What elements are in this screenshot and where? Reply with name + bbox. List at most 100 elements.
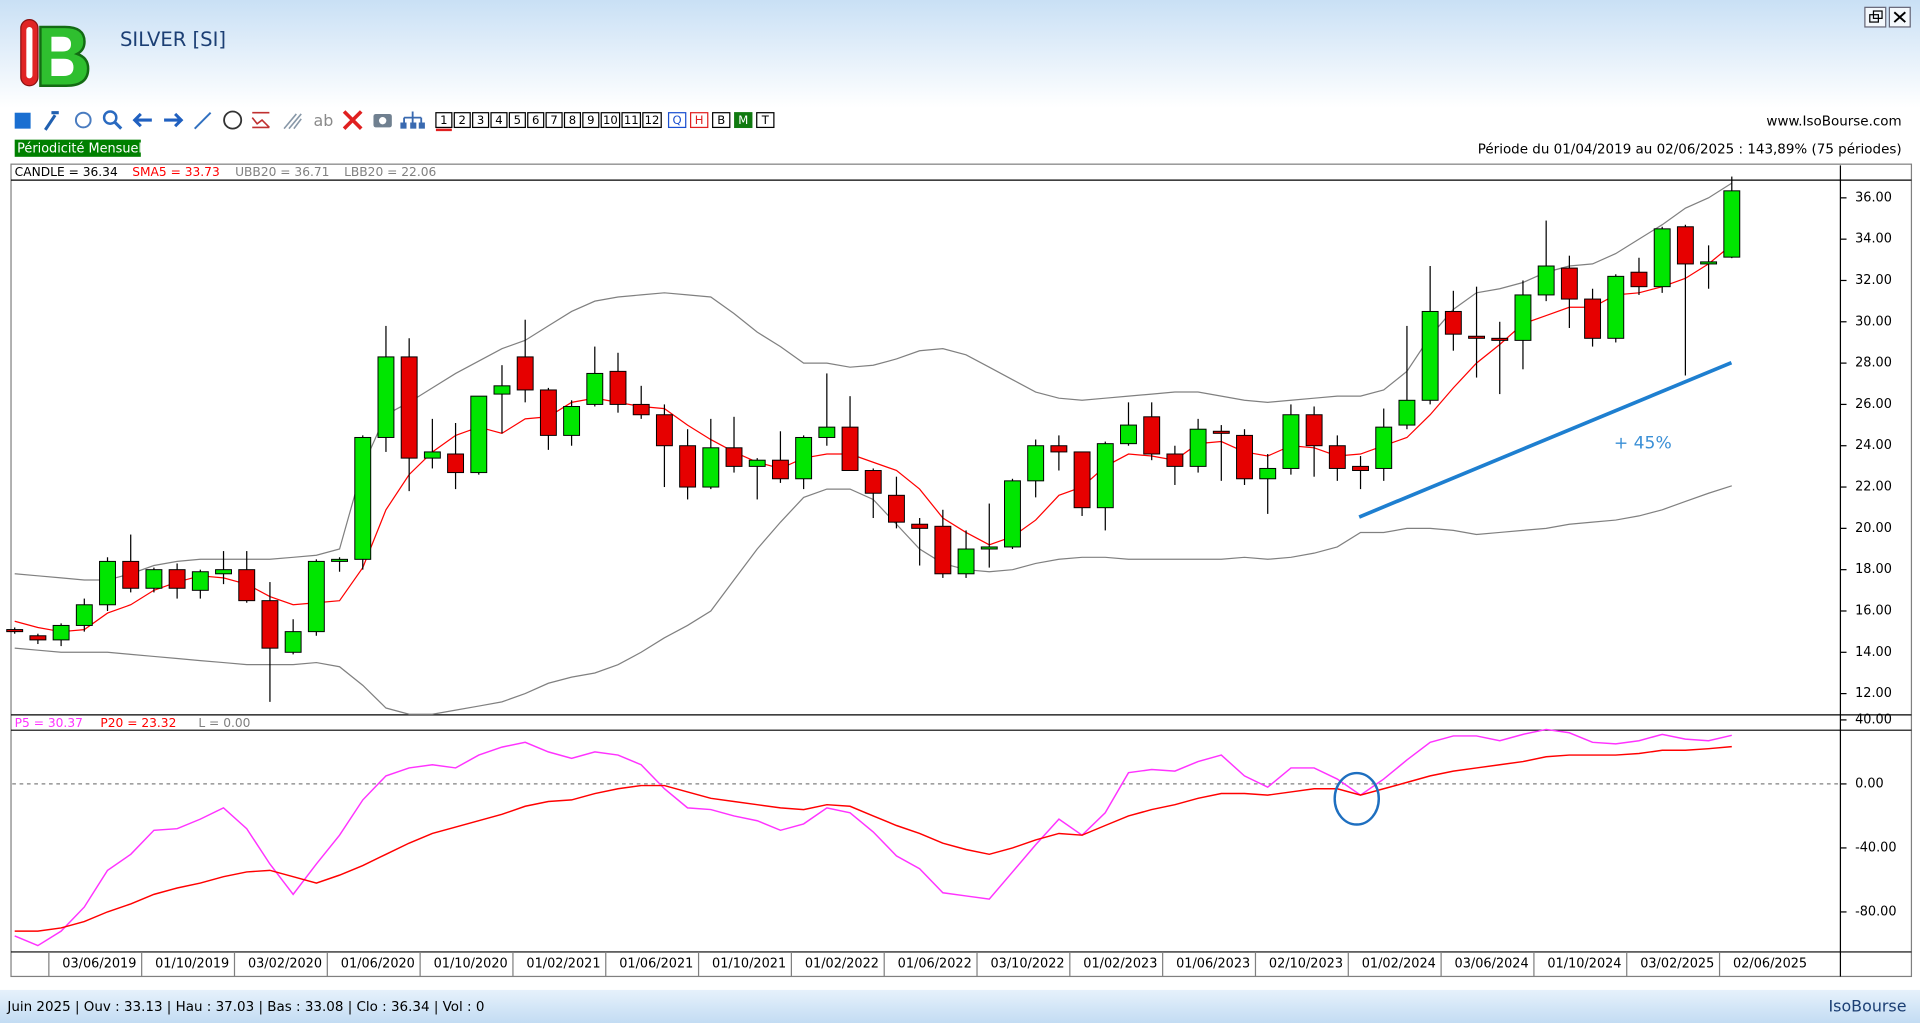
x-tick-label: 03/02/2020 (248, 957, 322, 972)
period-button[interactable] (508, 112, 526, 129)
period-button[interactable] (472, 112, 490, 129)
timeframe-button[interactable] (690, 112, 709, 129)
period-button[interactable] (527, 112, 545, 129)
tool-line[interactable] (194, 112, 212, 130)
tool-crosshair[interactable] (74, 111, 92, 129)
logo-i-inner (26, 26, 33, 79)
period-button[interactable] (621, 112, 642, 129)
tool-back[interactable] (132, 112, 152, 128)
candle-body (1607, 275, 1625, 339)
legend-entry: L = 0.00 (198, 716, 250, 730)
tool-zoom[interactable] (102, 110, 118, 125)
candle-body (725, 447, 743, 467)
period-button[interactable] (490, 112, 508, 129)
tool-fibonacci[interactable] (251, 111, 270, 129)
y-tick-label: 22.00 (1855, 480, 1892, 495)
candle-body (609, 370, 627, 405)
candle-body (1491, 337, 1509, 341)
period-button[interactable] (435, 112, 453, 129)
legend-entry: UBB20 = 36.71 (235, 165, 329, 179)
candle-body (423, 451, 441, 459)
period-button[interactable] (563, 112, 582, 129)
y-tick-label: 20.00 (1855, 521, 1892, 536)
x-tick-label: 01/10/2024 (1547, 957, 1621, 972)
period-button[interactable] (545, 112, 563, 129)
candle-body (632, 403, 650, 416)
candle-body (1421, 310, 1439, 401)
candle-body (864, 470, 882, 494)
timeframe-button[interactable] (667, 112, 687, 129)
tool-delete[interactable] (342, 110, 363, 130)
x-tick-label: 01/06/2022 (898, 957, 972, 972)
restore-icon (1872, 10, 1883, 19)
tool-tree-node (400, 122, 407, 129)
tool-channel[interactable] (283, 113, 302, 130)
x-tick-label: 02/10/2023 (1269, 957, 1343, 972)
status-text: Juin 2025 | Ouv : 33.13 | Hau : 37.03 | … (6, 999, 484, 1015)
tool-forward[interactable] (164, 112, 184, 128)
candle-body (1143, 416, 1161, 455)
period-button-label: 12 (645, 113, 660, 127)
timeframe-button[interactable] (734, 112, 753, 129)
timeframe-button-label: H (695, 113, 704, 127)
period-button[interactable] (642, 112, 662, 129)
indicator-line (14, 244, 1733, 633)
tool-text-icon[interactable]: ab (313, 111, 333, 130)
status-bar (0, 989, 1920, 1023)
x-tick-label: 01/02/2021 (526, 957, 600, 972)
period-button-label: 2 (459, 113, 466, 127)
timeframe-button-label: M (738, 113, 748, 127)
y-tick-label: 26.00 (1855, 397, 1892, 412)
website[interactable]: www.IsoBourse.com (1766, 113, 1901, 129)
candle-body (1398, 399, 1416, 426)
candle-body (655, 414, 673, 447)
x-tick-label: 01/10/2019 (155, 957, 229, 972)
candle-body (563, 405, 581, 436)
candle-body (702, 447, 720, 488)
y-tick-label: 18.00 (1855, 562, 1892, 577)
tool-draw[interactable] (44, 111, 59, 131)
candle-body (1375, 426, 1393, 469)
candle-body (29, 635, 47, 641)
candle-body (539, 389, 557, 436)
x-tick-label: 03/06/2024 (1455, 957, 1529, 972)
y-tick-label: -80.00 (1855, 904, 1896, 919)
candle-body (99, 560, 116, 606)
period-button[interactable] (600, 112, 621, 129)
tool-tree[interactable] (403, 111, 423, 123)
legend-entry: CANDLE = 36.34 (15, 165, 118, 179)
x-tick-label: 03/06/2019 (62, 957, 136, 972)
close-icon (1893, 11, 1906, 23)
trend-line (1358, 360, 1733, 519)
status-brand: IsoBourse (1828, 997, 1906, 1016)
y-tick-label: 14.00 (1855, 645, 1892, 660)
tool-circle[interactable] (223, 110, 243, 130)
candle-body (1120, 424, 1137, 445)
y-tick-label: 16.00 (1855, 603, 1892, 618)
candle-body (238, 569, 256, 602)
legend-entry: P20 = 23.32 (100, 716, 176, 730)
candle-body (795, 436, 813, 480)
periodicity: Périodicité Mensuelle (17, 141, 153, 156)
candle-body (1259, 467, 1277, 480)
candle-body (818, 426, 836, 438)
legend-entry: LBB20 = 22.06 (344, 165, 436, 179)
y-tick-label: 28.00 (1855, 356, 1892, 371)
period-button[interactable] (582, 112, 600, 129)
candle-body (1236, 434, 1253, 480)
timeframe-button[interactable] (756, 112, 775, 129)
candle-body (841, 426, 859, 472)
candle-body (1630, 271, 1648, 288)
period-button-label: 5 (514, 113, 521, 127)
x-tick-label: 01/06/2020 (341, 957, 415, 972)
period-button[interactable] (453, 112, 471, 129)
candle-body (1537, 265, 1555, 296)
candle-body (307, 560, 325, 633)
candle-body (1352, 465, 1369, 472)
x-tick-label: 02/06/2025 (1733, 957, 1807, 972)
candle-body (191, 571, 209, 591)
timeframe-button[interactable] (712, 112, 731, 129)
tool-select[interactable] (14, 112, 31, 129)
candle-body (1166, 453, 1184, 467)
period-button-label: 4 (495, 113, 502, 127)
